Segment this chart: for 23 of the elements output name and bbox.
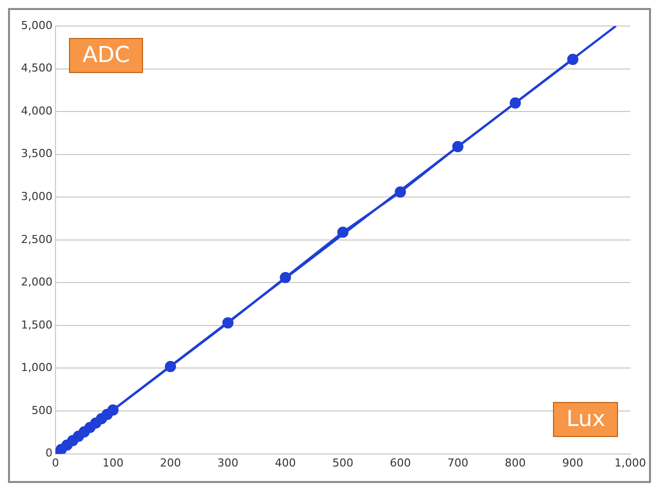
y-tick-label: 2,500: [20, 232, 52, 246]
y-tick-label: 500: [31, 404, 52, 417]
x-axis-title: Lux: [553, 402, 618, 437]
y-tick-label: 5,000: [20, 18, 52, 32]
y-axis-title: ADC: [69, 38, 143, 73]
x-tick-label: 900: [562, 456, 584, 470]
y-tick-label: 1,000: [20, 361, 52, 374]
x-tick-label: 300: [217, 456, 238, 470]
y-tick-label: 3,500: [20, 147, 52, 160]
y-tick-label: 4,500: [20, 62, 52, 75]
x-tick-label: 600: [390, 456, 411, 470]
x-tick-label: 200: [160, 456, 181, 470]
x-tick-label: 100: [102, 456, 124, 470]
x-tick-label: 800: [504, 456, 526, 470]
x-tick-label: 400: [274, 456, 296, 470]
x-tick-label: 500: [332, 456, 354, 470]
y-tick-label: 3,000: [20, 190, 52, 203]
x-tick-label: 1,000: [614, 456, 646, 470]
x-tick-label: 700: [447, 456, 468, 470]
y-tick-label: 0: [45, 446, 52, 460]
y-tick-label: 1,500: [20, 318, 52, 332]
y-tick-label: 2,000: [20, 276, 52, 289]
y-tick-label: 4,000: [20, 104, 52, 118]
